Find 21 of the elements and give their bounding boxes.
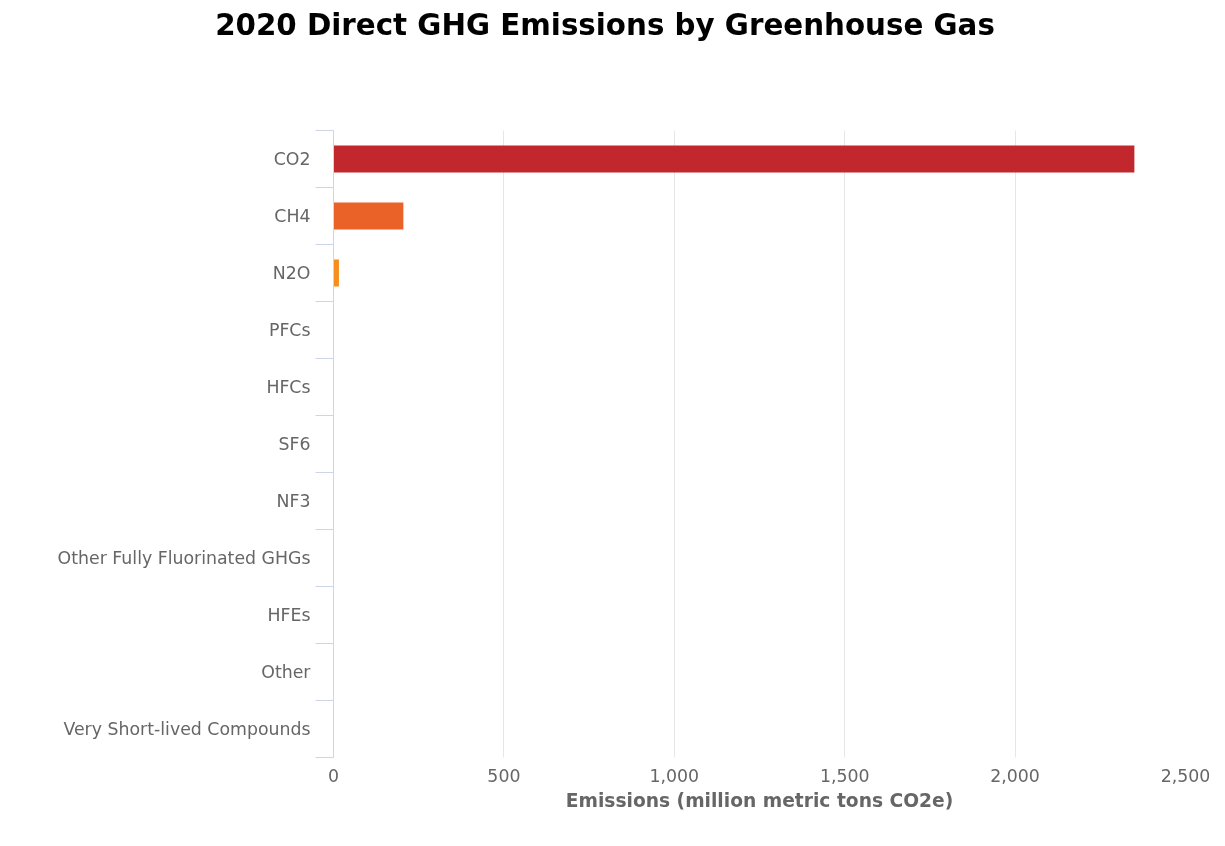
y-tick-label: Very Short-lived Compounds [63,719,311,739]
x-tick-label: 2,500 [1160,765,1211,786]
y-tick-label: PFCs [268,320,311,340]
x-tick-label: 500 [487,765,521,786]
bar [333,202,404,230]
x-tick-label: 2,000 [990,765,1040,786]
x-axis-title: Emissions (million metric tons CO2e) [565,789,954,811]
x-tick-label: 1,500 [819,765,870,786]
y-tick-label: N2O [272,263,311,283]
y-tick-label: Other Fully Fluorinated GHGs [57,548,311,568]
y-tick-label: NF3 [276,491,311,511]
bar [333,145,1135,173]
y-tick-label: CH4 [274,206,311,226]
x-tick-label: 0 [327,765,340,786]
x-tick-label: 1,000 [649,765,700,786]
y-tick-label: HFCs [266,377,311,397]
y-tick-label: Other [261,662,312,682]
y-tick-label: SF6 [278,434,311,454]
y-tick-label: HFEs [267,605,311,625]
chart-title: 2020 Direct GHG Emissions by Greenhouse Gas [215,7,995,44]
y-tick-label: CO2 [273,149,311,169]
